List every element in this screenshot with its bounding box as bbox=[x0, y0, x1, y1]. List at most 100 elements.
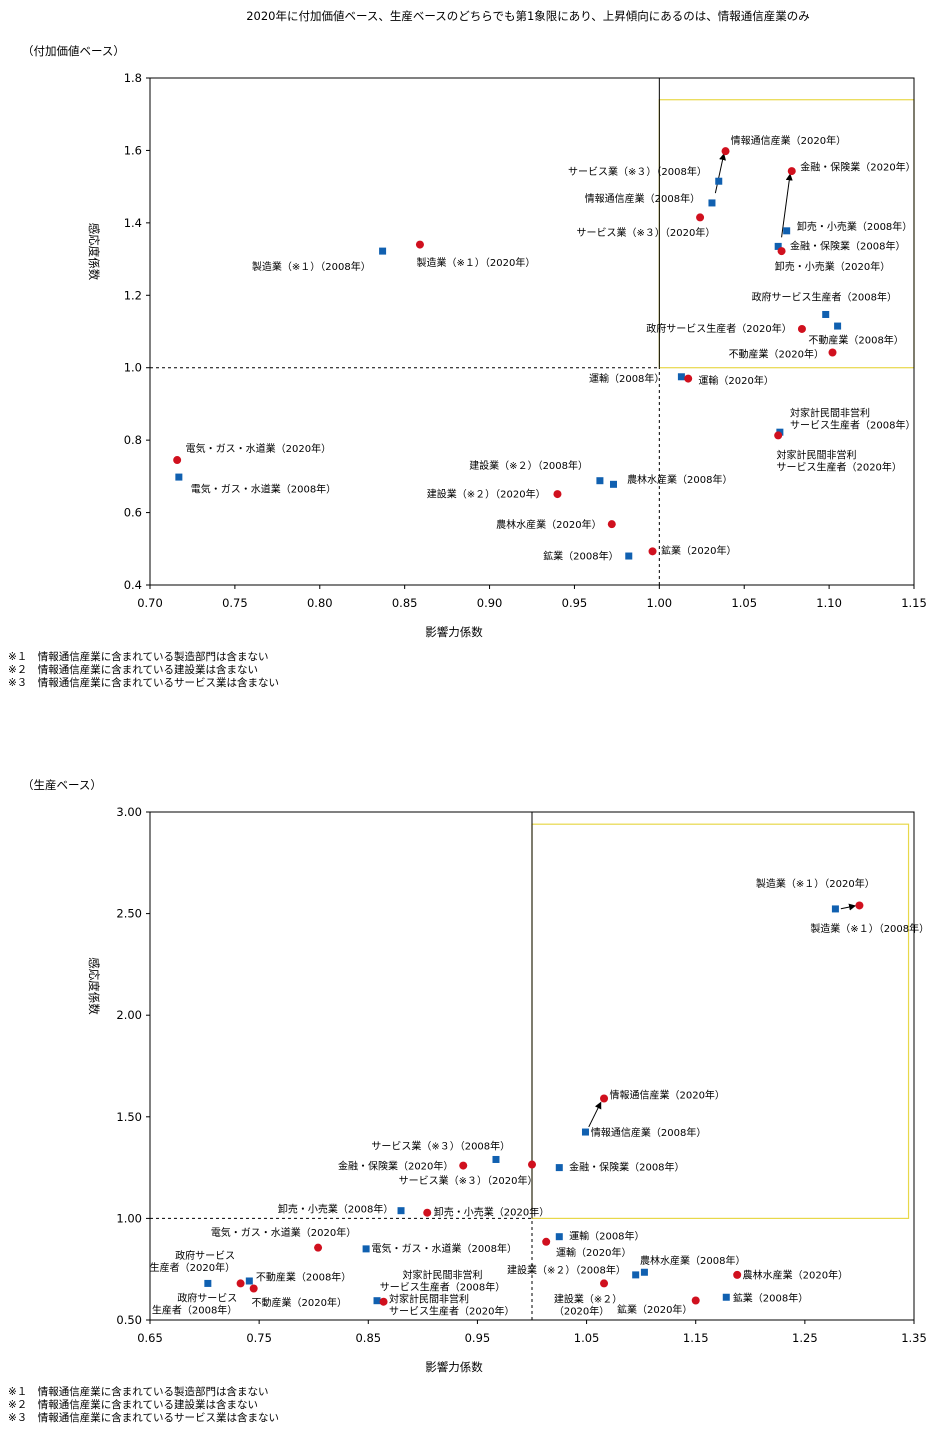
point-label-line: 運輸（2020年） bbox=[556, 1246, 631, 1259]
point-2020 bbox=[314, 1243, 323, 1252]
point-label-line: 不動産業（2008年） bbox=[256, 1270, 351, 1283]
panel-production: （生産ベース） 0.65 0.75 0.85 0.95 1.05 1.15 1.25 1.35 0… bbox=[8, 778, 929, 1424]
point-label: 建設業（※２）（2020年） bbox=[427, 488, 546, 501]
point-label: 不動産業（2020年） bbox=[252, 1296, 347, 1309]
x-axis-label: 影響力係数 bbox=[425, 1360, 483, 1374]
point-label-line: 政府サービス生産者（2020年） bbox=[646, 322, 791, 335]
point-label: 卸売・小売業（2020年） bbox=[775, 260, 890, 273]
point-2020 bbox=[721, 147, 730, 156]
point-label: 情報通信産業（2020年） bbox=[731, 134, 846, 147]
point-2020 bbox=[797, 324, 806, 333]
y-tick-label: 1.0 bbox=[124, 361, 142, 375]
x-tick-label: 1.00 bbox=[647, 596, 673, 610]
point-label: 運輸（2008年） bbox=[589, 372, 664, 385]
point-2020 bbox=[542, 1237, 551, 1246]
point-label: 対家計民間非営利サービス生産者（2020年） bbox=[776, 448, 901, 473]
x-tick-label: 1.15 bbox=[901, 596, 927, 610]
point-label-line: サービス生産者（2020年） bbox=[389, 1305, 514, 1318]
point-label: サービス業（※３）（2008年） bbox=[568, 165, 707, 178]
point-label-line: 不動産業（2020年） bbox=[729, 348, 824, 361]
y-tick-label: 3.00 bbox=[116, 805, 142, 819]
point-label: 電気・ガス・水道業（2008年） bbox=[372, 1242, 517, 1255]
y-tick-label: 1.50 bbox=[116, 1110, 142, 1124]
point-2020 bbox=[828, 348, 837, 357]
point-label: 製造業（※１）（2008年） bbox=[252, 260, 371, 273]
point-label: 鉱業（2008年） bbox=[733, 1292, 808, 1305]
y-tick-label: 1.00 bbox=[116, 1211, 142, 1225]
point-2020 bbox=[600, 1279, 609, 1288]
point-label-line: 鉱業（2008年） bbox=[543, 550, 618, 563]
point-2008 bbox=[708, 199, 716, 207]
trend-arrow bbox=[588, 1101, 602, 1128]
point-2008 bbox=[555, 1233, 563, 1241]
y-tick-label: 2.00 bbox=[116, 1008, 142, 1022]
point-label: 農林水産業（2020年） bbox=[743, 1268, 848, 1281]
point-2008 bbox=[774, 242, 782, 250]
footnote: ※２ 情報通信産業に含まれている建設業は含まない bbox=[8, 663, 258, 676]
point-label-line: 情報通信産業（2008年） bbox=[585, 192, 700, 205]
footnote: ※１ 情報通信産業に含まれている製造部門は含まない bbox=[8, 1385, 268, 1398]
x-tick-label: 1.35 bbox=[901, 1331, 927, 1345]
point-label-line: 卸売・小売業（2008年） bbox=[278, 1202, 393, 1215]
x-tick-label: 1.05 bbox=[574, 1331, 600, 1345]
point-2020 bbox=[423, 1208, 432, 1217]
point-2020 bbox=[528, 1160, 536, 1169]
x-tick-label: 0.70 bbox=[137, 596, 163, 610]
point-label: 政府サービス生産者（2020年） bbox=[150, 1249, 235, 1274]
panel-subtitle: （生産ベース） bbox=[22, 778, 102, 792]
point-label: 農林水産業（2008年） bbox=[627, 473, 732, 486]
x-tick-label: 0.85 bbox=[392, 596, 418, 610]
point-label-line: 建設業（※２） bbox=[554, 1293, 622, 1306]
point-2008 bbox=[397, 1207, 405, 1215]
point-label: 製造業（※１）（2020年） bbox=[756, 877, 875, 890]
point-label-line: サービス生産者（2008年） bbox=[790, 419, 915, 432]
trend-arrow bbox=[840, 903, 857, 911]
point-2008 bbox=[596, 477, 604, 485]
point-label-line: 生産者（2020年） bbox=[150, 1261, 235, 1274]
point-2008 bbox=[640, 1268, 648, 1276]
point-2020 bbox=[774, 431, 783, 440]
point-label-line: 製造業（※１）（2020年） bbox=[756, 877, 875, 890]
point-label-line: 政府サービス生産者（2008年） bbox=[752, 290, 897, 303]
point-label-line: 金融・保険業（2020年） bbox=[800, 160, 915, 173]
point-label: 運輸（2008年） bbox=[569, 1230, 644, 1243]
point-label: サービス業（※３）（2008年） bbox=[371, 1139, 510, 1152]
trend-arrow bbox=[781, 173, 793, 238]
point-label: 製造業（※１）（2020年） bbox=[417, 256, 536, 269]
point-label-line: 運輸（2008年） bbox=[589, 372, 664, 385]
plot-frame bbox=[149, 77, 915, 586]
footnote: ※１ 情報通信産業に含まれている製造部門は含まない bbox=[8, 650, 268, 663]
point-2008 bbox=[632, 1271, 640, 1279]
y-tick-label: 0.8 bbox=[124, 433, 142, 447]
point-label: サービス業（※３）（2020年） bbox=[577, 226, 716, 239]
x-axis-label: 影響力係数 bbox=[425, 625, 483, 639]
point-2008 bbox=[831, 905, 839, 913]
point-label: 電気・ガス・水道業（2008年） bbox=[191, 483, 336, 496]
point-label: 対家計民間非営利サービス生産者（2008年） bbox=[380, 1268, 505, 1293]
point-label: 金融・保険業（2008年） bbox=[790, 240, 905, 253]
footnote: ※３ 情報通信産業に含まれているサービス業は含まない bbox=[8, 676, 279, 689]
point-label-line: （2020年） bbox=[554, 1305, 609, 1318]
point-2008 bbox=[677, 373, 685, 381]
y-tick-label: 0.4 bbox=[124, 578, 142, 592]
point-2008 bbox=[715, 177, 723, 185]
x-tick-label: 0.95 bbox=[465, 1331, 491, 1345]
x-tick-label: 0.90 bbox=[477, 596, 503, 610]
point-2008 bbox=[722, 1293, 730, 1301]
point-label: 政府サービス生産者（2008年） bbox=[152, 1292, 237, 1317]
x-tick-label: 0.80 bbox=[307, 596, 333, 610]
point-2020 bbox=[415, 240, 424, 249]
y-tick-label: 2.50 bbox=[116, 907, 142, 921]
point-label-line: 政府サービス bbox=[175, 1249, 235, 1262]
y-tick-label: 0.50 bbox=[116, 1313, 142, 1327]
y-axis-label: 感応度係数 bbox=[87, 957, 101, 1015]
point-label: 電気・ガス・水道業（2020年） bbox=[211, 1226, 356, 1239]
point-2020 bbox=[684, 374, 693, 383]
point-label: 卸売・小売業（2008年） bbox=[278, 1202, 393, 1215]
point-label: 電気・ガス・水道業（2020年） bbox=[186, 442, 331, 455]
point-2020 bbox=[600, 1094, 609, 1103]
point-label-line: 卸売・小売業（2020年） bbox=[434, 1205, 549, 1218]
x-tick-label: 1.15 bbox=[683, 1331, 709, 1345]
point-2020 bbox=[249, 1284, 258, 1293]
